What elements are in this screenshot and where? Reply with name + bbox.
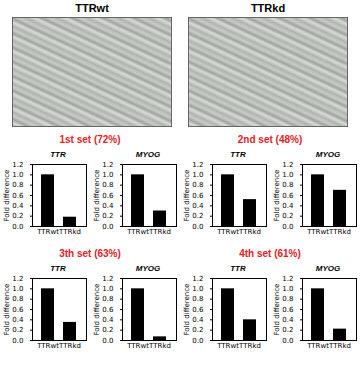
svg-text:0.6: 0.6 <box>282 306 294 314</box>
svg-text:0.4: 0.4 <box>282 202 294 210</box>
svg-text:Fold difference: Fold difference <box>93 170 101 222</box>
svg-text:0.8: 0.8 <box>192 295 203 303</box>
svg-text:TTRwt: TTRwt <box>126 228 149 236</box>
svg-text:1.2: 1.2 <box>192 275 203 283</box>
svg-text:Fold difference: Fold difference <box>3 284 11 336</box>
svg-text:TTRkd: TTRkd <box>58 228 81 236</box>
svg-text:TTRkd: TTRkd <box>148 342 171 350</box>
svg-text:0.0: 0.0 <box>282 337 293 345</box>
svg-text:1.0: 1.0 <box>282 285 293 293</box>
svg-text:TTRkd: TTRkd <box>238 342 261 350</box>
svg-text:TTRkd: TTRkd <box>238 228 261 236</box>
svg-text:TTRwt: TTRwt <box>36 228 59 236</box>
svg-text:0.4: 0.4 <box>192 202 204 210</box>
svg-text:1.2: 1.2 <box>282 275 293 283</box>
svg-text:0.4: 0.4 <box>12 202 24 210</box>
svg-text:TTRkd: TTRkd <box>148 228 171 236</box>
svg-text:1.2: 1.2 <box>192 161 203 169</box>
svg-text:0.2: 0.2 <box>12 326 23 334</box>
svg-text:Fold difference: Fold difference <box>3 170 11 222</box>
svg-text:0.6: 0.6 <box>12 306 24 314</box>
html-text:MYOG: MYOG <box>315 264 341 273</box>
svg-text:0.8: 0.8 <box>192 181 203 189</box>
svg-text:0.0: 0.0 <box>102 223 113 231</box>
svg-text:0.8: 0.8 <box>102 295 113 303</box>
svg-text:0.0: 0.0 <box>12 223 23 231</box>
html-text:MYOG: MYOG <box>135 264 161 273</box>
svg-text:TTRwt: TTRwt <box>306 228 329 236</box>
html-text:MYOG: MYOG <box>135 150 161 159</box>
html-text:TTR: TTR <box>50 264 66 273</box>
svg-text:0.4: 0.4 <box>102 316 114 324</box>
svg-text:1.0: 1.0 <box>192 285 203 293</box>
svg-text:Fold difference: Fold difference <box>183 284 191 336</box>
svg-text:TTRwt: TTRwt <box>306 342 329 350</box>
svg-text:0.4: 0.4 <box>282 316 294 324</box>
html-text:TTR: TTR <box>230 150 246 159</box>
svg-text:1.0: 1.0 <box>12 171 23 179</box>
svg-text:0.2: 0.2 <box>102 212 113 220</box>
html-text:TTRkd: TTRkd <box>250 2 286 14</box>
svg-text:0.6: 0.6 <box>192 192 204 200</box>
svg-text:1.2: 1.2 <box>282 161 293 169</box>
svg-text:0.4: 0.4 <box>102 202 114 210</box>
html-text:2nd set (48%): 2nd set (48%) <box>237 134 303 145</box>
html-text:TTR: TTR <box>230 264 246 273</box>
svg-text:1.0: 1.0 <box>102 171 113 179</box>
svg-text:Fold difference: Fold difference <box>183 170 191 222</box>
svg-text:0.0: 0.0 <box>102 337 113 345</box>
svg-text:0.2: 0.2 <box>282 212 293 220</box>
svg-text:TTRwt: TTRwt <box>216 342 239 350</box>
svg-text:Fold difference: Fold difference <box>273 284 281 336</box>
svg-text:TTRkd: TTRkd <box>58 342 81 350</box>
svg-text:0.8: 0.8 <box>12 295 23 303</box>
svg-text:0.2: 0.2 <box>192 326 203 334</box>
svg-text:0.0: 0.0 <box>192 337 203 345</box>
svg-text:0.8: 0.8 <box>282 181 293 189</box>
html-text:1st set (72%): 1st set (72%) <box>59 134 121 145</box>
svg-text:0.4: 0.4 <box>192 316 204 324</box>
svg-text:0.8: 0.8 <box>102 181 113 189</box>
html-text:MYOG: MYOG <box>315 150 341 159</box>
svg-text:1.0: 1.0 <box>102 285 113 293</box>
svg-text:0.2: 0.2 <box>102 326 113 334</box>
svg-text:1.0: 1.0 <box>192 171 203 179</box>
svg-text:0.2: 0.2 <box>12 212 23 220</box>
svg-text:0.4: 0.4 <box>12 316 24 324</box>
svg-text:0.0: 0.0 <box>282 223 293 231</box>
svg-text:0.2: 0.2 <box>282 326 293 334</box>
svg-text:TTRwt: TTRwt <box>126 342 149 350</box>
svg-text:1.2: 1.2 <box>12 161 23 169</box>
svg-text:0.0: 0.0 <box>192 223 203 231</box>
svg-text:Fold difference: Fold difference <box>93 284 101 336</box>
svg-text:0.2: 0.2 <box>192 212 203 220</box>
svg-text:1.2: 1.2 <box>12 275 23 283</box>
svg-text:TTRwt: TTRwt <box>36 342 59 350</box>
svg-text:0.6: 0.6 <box>102 192 114 200</box>
svg-text:TTRkd: TTRkd <box>328 228 351 236</box>
svg-text:TTRkd: TTRkd <box>328 342 351 350</box>
html-text:TTRwt: TTRwt <box>75 2 109 14</box>
svg-text:TTRwt: TTRwt <box>216 228 239 236</box>
svg-text:0.8: 0.8 <box>282 295 293 303</box>
svg-text:0.6: 0.6 <box>102 306 114 314</box>
svg-text:1.2: 1.2 <box>102 275 113 283</box>
svg-text:0.0: 0.0 <box>12 337 23 345</box>
html-text:TTR: TTR <box>50 150 66 159</box>
svg-text:1.2: 1.2 <box>102 161 113 169</box>
svg-text:1.0: 1.0 <box>282 171 293 179</box>
svg-text:0.6: 0.6 <box>12 192 24 200</box>
html-text:4th set (61%): 4th set (61%) <box>239 248 301 259</box>
svg-text:Fold difference: Fold difference <box>273 170 281 222</box>
html-text:3th set (63%): 3th set (63%) <box>59 248 121 259</box>
svg-text:1.0: 1.0 <box>12 285 23 293</box>
svg-text:0.6: 0.6 <box>282 192 294 200</box>
svg-text:0.6: 0.6 <box>192 306 204 314</box>
svg-text:0.8: 0.8 <box>12 181 23 189</box>
